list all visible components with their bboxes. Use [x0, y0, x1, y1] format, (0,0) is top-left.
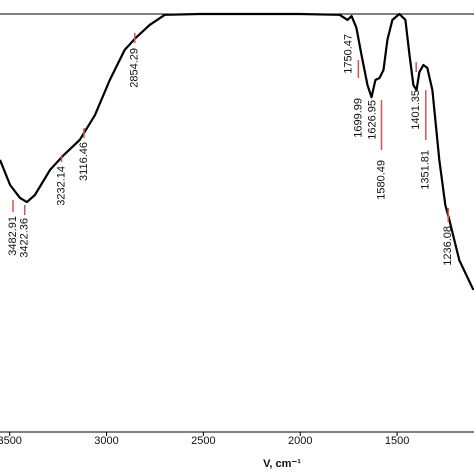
peak-label: 3422.36	[19, 218, 31, 258]
peak-label: 3232.14	[55, 166, 67, 206]
peak-label: 1580.49	[375, 160, 387, 200]
peak-label: 1699.99	[352, 98, 364, 138]
x-tick-label: 2500	[191, 435, 215, 447]
peak-label: 3482.91	[7, 216, 19, 256]
peak-label: 1236.08	[442, 226, 454, 266]
x-axis-title: V, cm⁻¹	[263, 458, 301, 470]
peak-label: 1750.47	[342, 34, 354, 74]
x-tick-label: 1500	[385, 435, 409, 447]
peak-label: 1401.35	[410, 90, 422, 130]
x-tick-label: 3000	[94, 435, 118, 447]
x-tick-label: 3500	[0, 435, 22, 447]
peak-label: 1351.81	[420, 150, 432, 190]
x-tick-label: 2000	[288, 435, 312, 447]
peak-label: 3116.46	[78, 142, 90, 181]
spectrum-line	[0, 12, 474, 291]
peak-label: 2854.29	[129, 48, 141, 88]
peak-label: 1626.95	[366, 100, 378, 140]
